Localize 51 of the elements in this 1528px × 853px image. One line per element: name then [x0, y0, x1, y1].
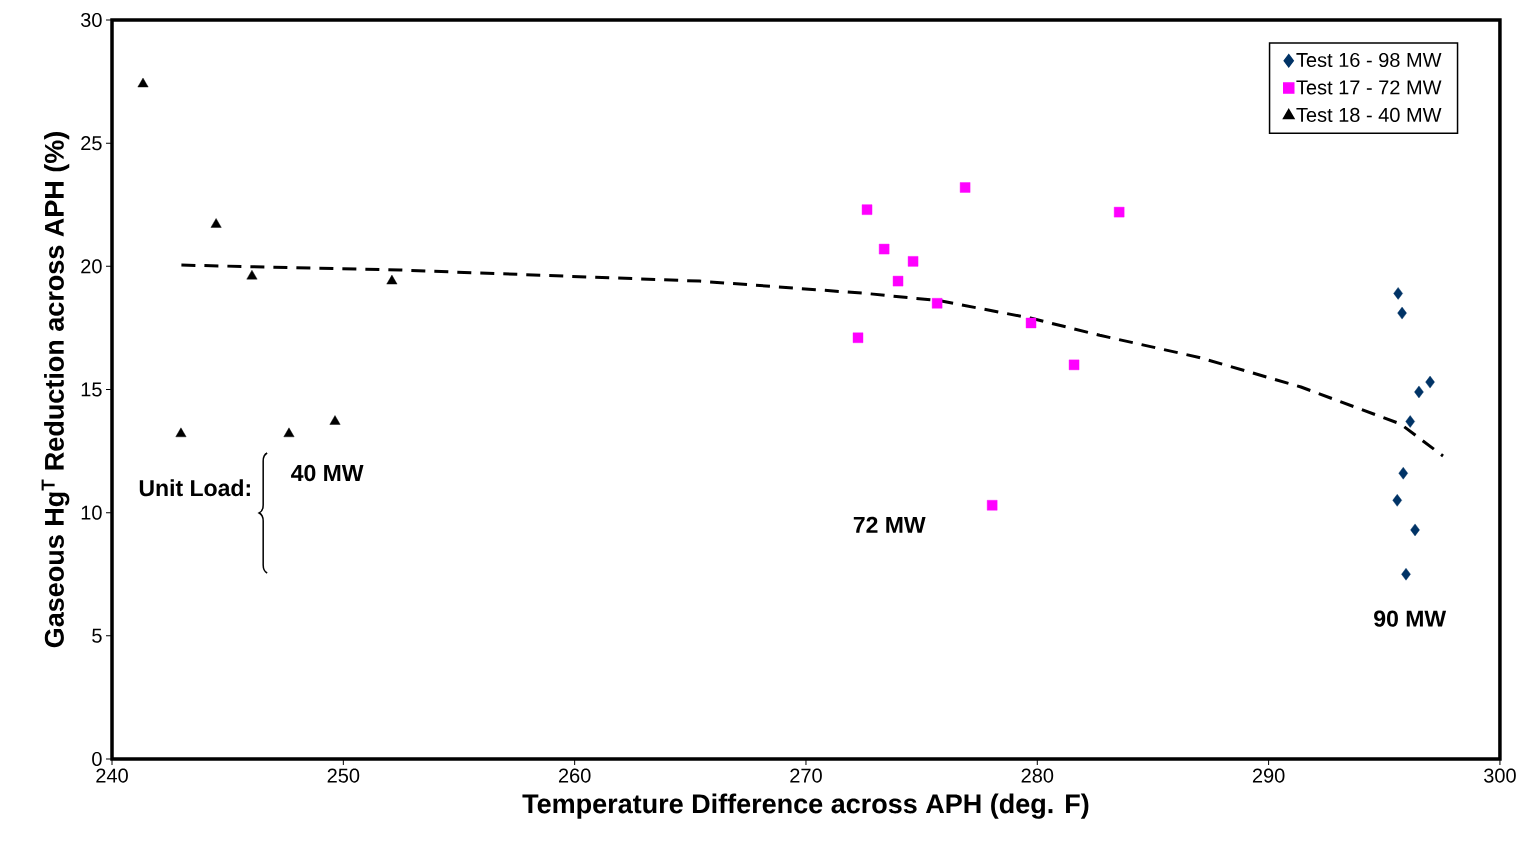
x-tick-label: 270: [790, 768, 822, 783]
x-tick-label: 290: [1252, 768, 1285, 783]
y-tick-label: 0: [92, 751, 102, 767]
point: [1393, 287, 1403, 300]
y-tick-label: 25: [81, 136, 102, 151]
annotation: Unit Load:: [139, 479, 250, 497]
point: [1410, 523, 1420, 537]
x-tick-label: 240: [96, 768, 128, 783]
point: [246, 269, 258, 280]
point: [1068, 359, 1080, 371]
point: [959, 182, 971, 193]
y-tick-label: 10: [81, 505, 102, 520]
y-axis-title: Gaseous Hg$^{T}$ Reduction across APH (%): [41, 132, 70, 648]
point: [1414, 385, 1424, 399]
line-series: [179, 263, 1445, 458]
point: [1397, 306, 1407, 320]
point: [175, 427, 187, 438]
point: [137, 77, 149, 88]
legend-label: Test 17 - 72 MW: [1296, 80, 1442, 95]
point: [892, 275, 904, 287]
point: [986, 500, 998, 511]
x-tick-label: 280: [1021, 768, 1054, 783]
y-tick-label: 5: [92, 628, 102, 643]
point: [1425, 375, 1435, 389]
point: [329, 415, 341, 425]
point: [931, 298, 943, 309]
x-tick-label: 260: [558, 768, 591, 783]
x-axis-title: Temperature Difference across APH (deg. F): [522, 793, 1089, 819]
annotation: 72 MW: [853, 516, 926, 533]
x-tick-label: 300: [1484, 768, 1516, 783]
point: [1398, 467, 1408, 480]
point: [1401, 568, 1411, 581]
point: [386, 274, 398, 285]
point: [210, 218, 222, 228]
y-tick-label: 20: [81, 259, 102, 274]
legend-label: Test 16 - 98 MW: [1296, 52, 1442, 68]
point: [1025, 317, 1037, 329]
point: [852, 332, 864, 343]
y-tick-label: 30: [81, 12, 102, 28]
point: [861, 204, 873, 215]
x-tick-label: 250: [327, 768, 360, 783]
annotation: 90 MW: [1374, 610, 1447, 627]
point: [1392, 494, 1402, 507]
point: [283, 427, 295, 438]
point: [878, 243, 890, 255]
point: [1405, 415, 1415, 428]
point: [1113, 206, 1125, 218]
point: [907, 256, 919, 267]
annotation: 40 MW: [291, 464, 364, 482]
legend-label: Test 18 - 40 MW: [1296, 107, 1442, 122]
y-tick-label: 15: [81, 382, 102, 397]
